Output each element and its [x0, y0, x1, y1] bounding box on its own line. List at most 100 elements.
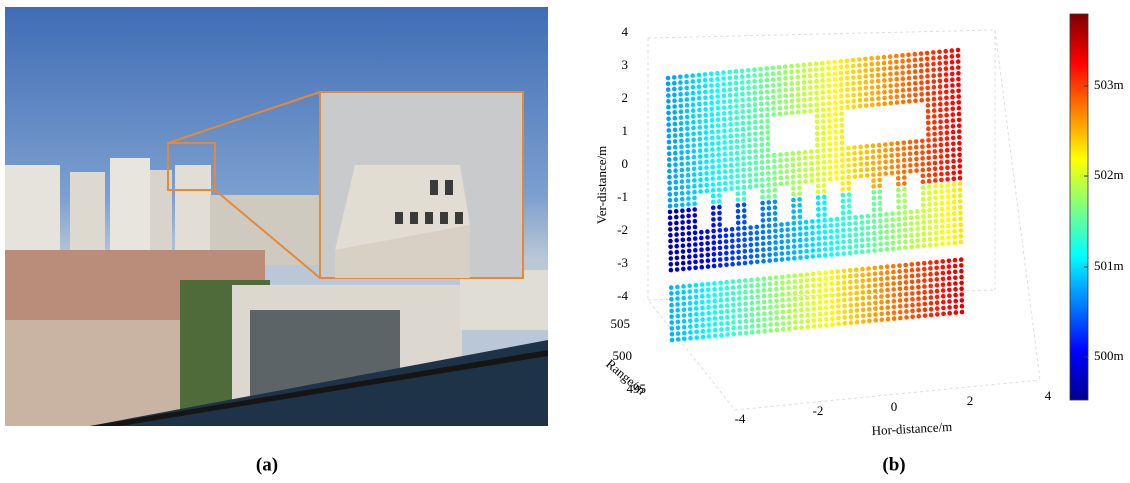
point — [740, 109, 745, 114]
point — [852, 174, 858, 179]
point — [865, 219, 871, 225]
point — [773, 228, 778, 234]
point — [759, 159, 765, 165]
point — [706, 305, 711, 310]
point — [716, 129, 721, 134]
point — [823, 282, 828, 287]
point — [715, 117, 721, 123]
point — [698, 171, 703, 177]
point — [668, 250, 673, 255]
point — [688, 330, 693, 335]
point — [773, 257, 779, 263]
point — [933, 224, 939, 230]
point — [675, 302, 680, 307]
point — [922, 307, 928, 313]
point — [908, 168, 913, 174]
point — [786, 303, 792, 308]
point — [700, 305, 705, 311]
point — [722, 146, 727, 151]
point — [832, 77, 838, 82]
point — [854, 290, 859, 296]
point — [665, 87, 671, 92]
point — [733, 80, 739, 86]
point — [777, 94, 782, 99]
point — [937, 78, 943, 84]
point — [926, 126, 931, 131]
point — [881, 66, 887, 72]
point — [884, 270, 890, 275]
point — [950, 124, 956, 129]
point — [717, 216, 722, 222]
point — [903, 291, 909, 297]
point — [860, 307, 866, 313]
point — [910, 308, 915, 314]
point — [958, 199, 963, 204]
point — [704, 171, 709, 176]
point — [847, 238, 852, 244]
point — [945, 206, 951, 211]
point — [912, 51, 918, 57]
point — [772, 176, 777, 181]
point — [797, 220, 803, 225]
point — [885, 287, 890, 293]
point — [692, 224, 698, 230]
point — [860, 295, 866, 301]
point — [900, 99, 906, 105]
point — [735, 185, 740, 191]
point — [907, 99, 912, 104]
point — [704, 182, 709, 188]
point — [834, 222, 840, 228]
colorbar-label: 503m — [1094, 77, 1124, 92]
point — [921, 260, 927, 266]
point — [847, 227, 852, 232]
point — [727, 75, 733, 81]
point — [700, 311, 705, 317]
point — [760, 218, 766, 223]
point — [674, 238, 679, 243]
point — [743, 289, 748, 295]
point — [779, 239, 784, 245]
point — [925, 97, 931, 102]
point — [821, 188, 827, 194]
point — [921, 237, 927, 243]
point — [721, 87, 727, 93]
point — [916, 290, 921, 296]
point — [699, 241, 704, 247]
point — [931, 73, 936, 78]
point — [705, 264, 711, 269]
point — [712, 304, 717, 310]
point — [774, 327, 780, 333]
point — [897, 286, 903, 292]
point — [709, 83, 714, 88]
point — [684, 91, 690, 96]
point — [920, 196, 926, 202]
point — [767, 240, 772, 246]
point — [932, 149, 938, 154]
point — [957, 175, 963, 181]
point — [762, 311, 767, 316]
point — [680, 231, 685, 237]
point — [854, 279, 859, 284]
point — [833, 141, 839, 146]
point — [791, 191, 796, 197]
point — [895, 170, 901, 175]
point — [785, 250, 791, 256]
point — [691, 160, 697, 166]
point — [884, 264, 890, 270]
point — [739, 74, 745, 79]
point — [724, 256, 729, 262]
point — [711, 222, 716, 228]
point — [684, 97, 690, 102]
point — [771, 112, 776, 117]
point — [826, 60, 831, 65]
point — [673, 209, 679, 214]
point — [944, 136, 950, 141]
point — [690, 102, 696, 107]
point — [797, 226, 803, 231]
point — [828, 223, 834, 228]
point — [933, 213, 939, 218]
point — [926, 155, 931, 161]
point — [771, 152, 777, 158]
point — [902, 187, 907, 192]
point — [748, 231, 753, 236]
